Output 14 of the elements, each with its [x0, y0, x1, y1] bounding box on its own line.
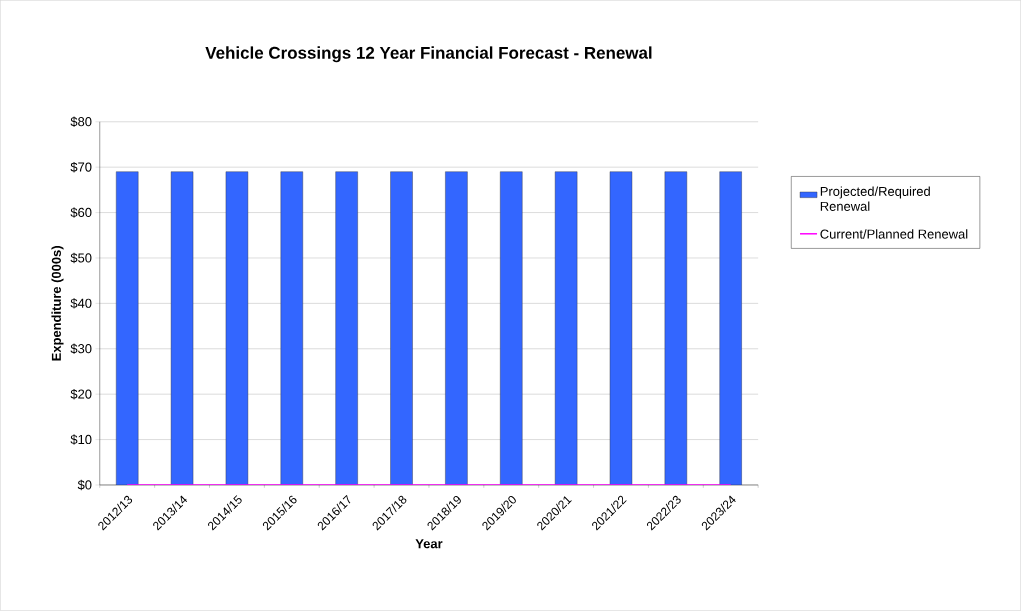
x-axis-title: Year — [415, 539, 443, 549]
y-axis-title: Expenditure (000s) — [51, 246, 64, 361]
y-tick-label: $40 — [70, 298, 92, 309]
y-tick-label: $60 — [70, 207, 92, 218]
y-tick-label: $30 — [70, 343, 92, 355]
y-tick-label: $50 — [70, 252, 92, 264]
y-tick-label: $80 — [70, 116, 92, 128]
legend-label: Current/Planned Renewal — [820, 229, 968, 239]
y-tick-label: $20 — [70, 389, 92, 400]
chart-title: Vehicle Crossings 12 Year Financial Forecast - Renewal — [205, 46, 652, 63]
y-tick-label: $70 — [70, 162, 92, 173]
y-tick-label: $0 — [77, 479, 92, 491]
y-tick-label: $10 — [70, 434, 92, 445]
legend-label: Projected/Required Renewal — [820, 186, 930, 212]
